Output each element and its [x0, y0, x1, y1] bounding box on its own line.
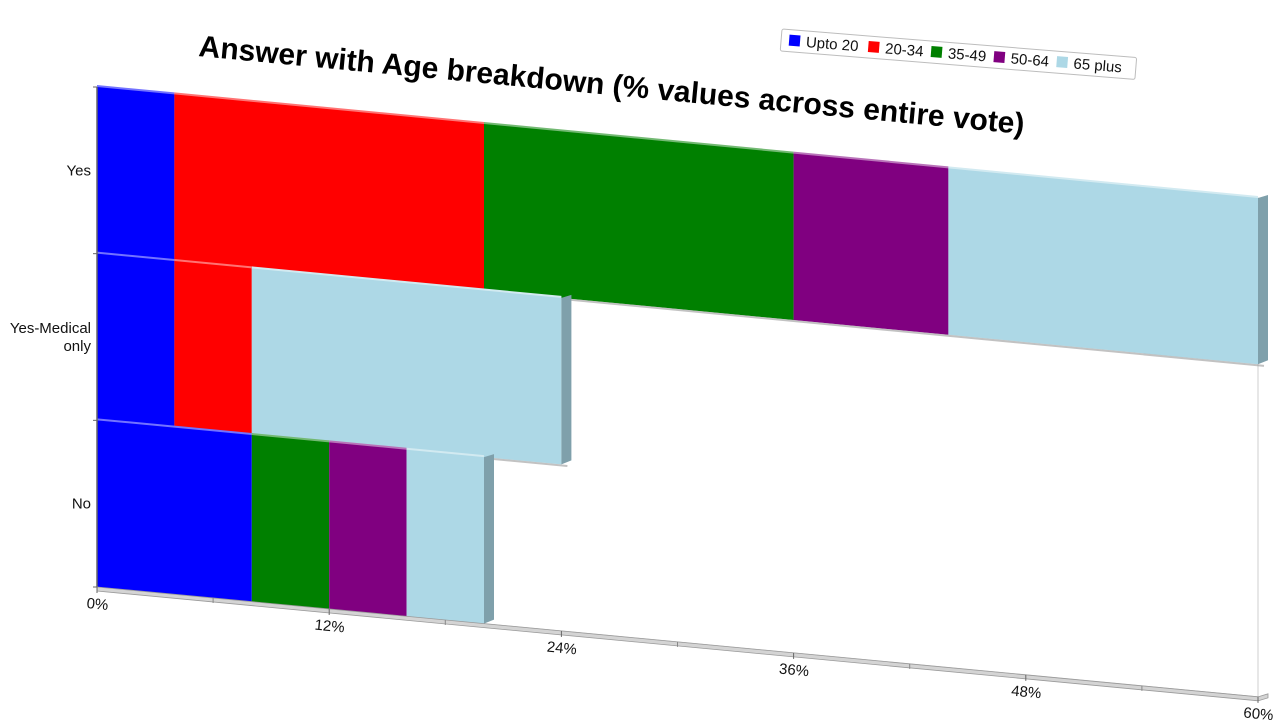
legend-label: 50-64	[1010, 50, 1050, 70]
axes-group: Yes Yes-Medical only No 0% 12% 24% 36% 48% 60%	[10, 86, 1274, 720]
legend-swatch	[1056, 56, 1069, 68]
bar-segment	[97, 87, 175, 262]
x-tick-label: 24%	[546, 639, 577, 659]
bar-end-face	[1258, 194, 1268, 365]
bar-end-face	[561, 294, 572, 465]
x-tick-label: 36%	[778, 661, 809, 681]
category-label: Yes	[67, 162, 91, 179]
legend-swatch	[867, 40, 880, 53]
legend-label: 35-49	[947, 45, 987, 65]
legend-label: 20-34	[884, 40, 924, 60]
legend-label: 65 plus	[1073, 56, 1123, 77]
bar-row	[96, 251, 572, 467]
bar-end-face	[484, 454, 494, 624]
bar-segment	[251, 435, 330, 609]
bar-segment	[406, 449, 484, 624]
bar-series-group	[96, 85, 1268, 627]
bar-segment	[948, 168, 1258, 365]
bar-segment	[97, 420, 252, 602]
bar-row	[96, 418, 494, 627]
category-label: Yes-Medical only	[10, 320, 92, 355]
bar-segment	[329, 442, 407, 617]
bar-segment	[793, 153, 949, 335]
legend-swatch	[993, 51, 1006, 63]
x-tick-label: 0%	[86, 595, 109, 614]
x-tick-label: 12%	[314, 617, 345, 637]
legend-swatch	[788, 34, 801, 47]
x-tick-label: 48%	[1010, 683, 1041, 703]
x-tick-label: 60%	[1243, 704, 1274, 720]
bar-segment	[174, 94, 484, 291]
legend: Upto 20 20-34 35-49 50-64 65 plus	[779, 28, 1137, 80]
category-label: No	[72, 496, 91, 513]
bar-segment	[97, 253, 175, 428]
legend-swatch	[930, 46, 943, 58]
bar-segment	[174, 261, 252, 436]
bar-segment	[251, 268, 562, 465]
legend-label: Upto 20	[805, 34, 859, 55]
bar-segment	[484, 123, 794, 321]
